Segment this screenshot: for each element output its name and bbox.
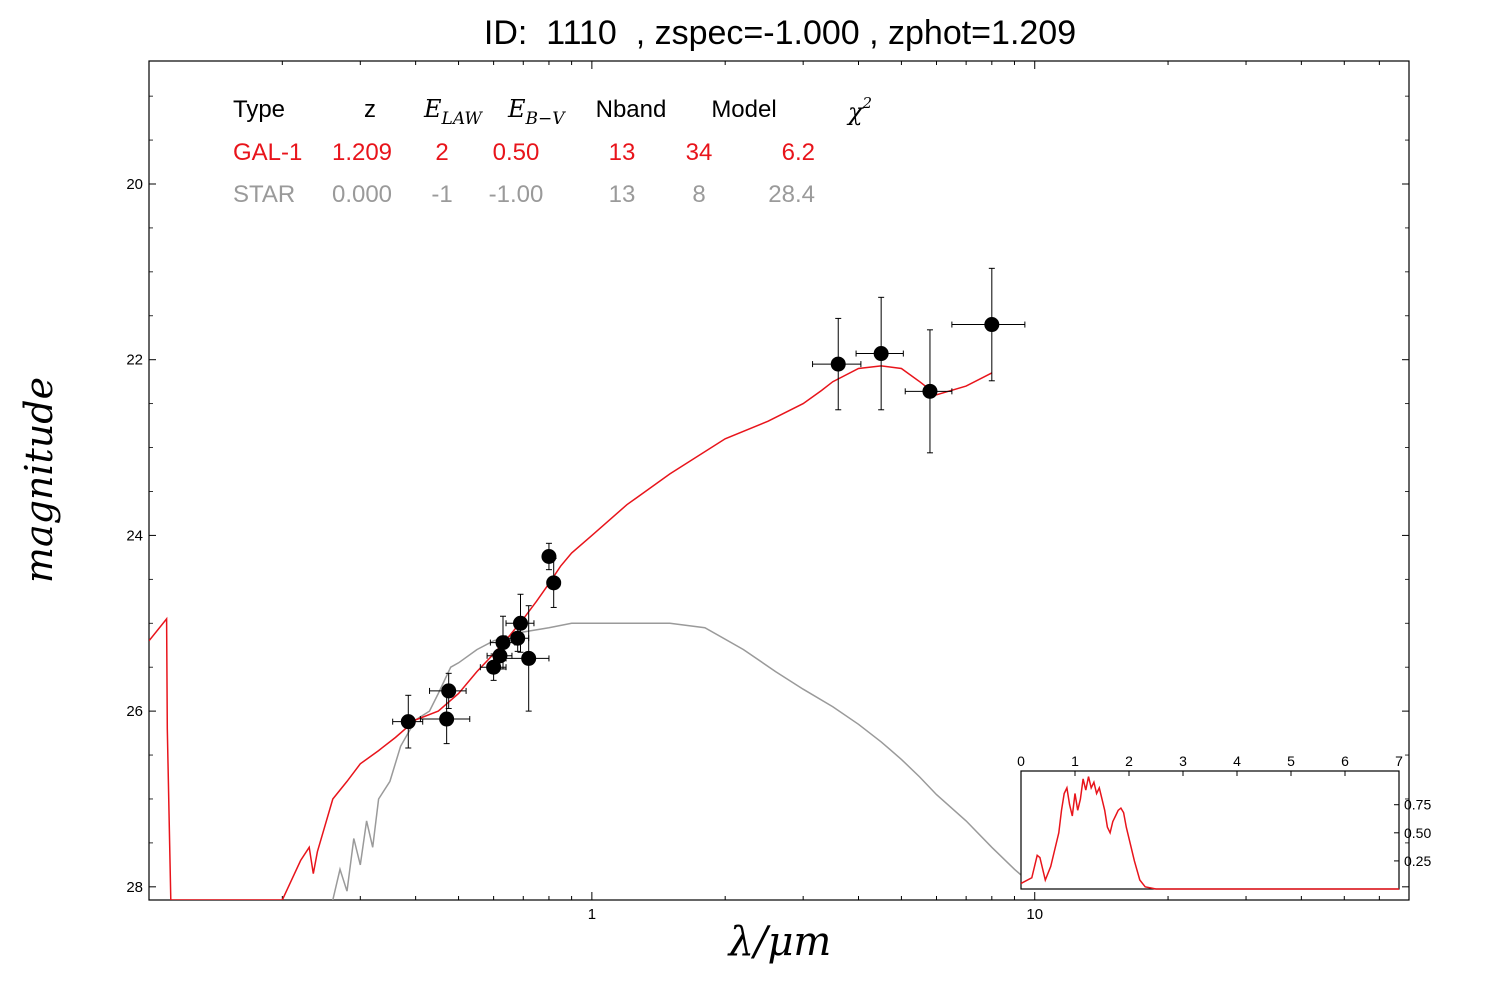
inset-y-tick-label: 0.50	[1404, 825, 1431, 841]
data-point	[392, 694, 424, 749]
inset-curve	[1020, 776, 1399, 890]
data-point-marker	[495, 635, 511, 651]
data-point	[541, 542, 557, 571]
data-point-marker	[546, 575, 562, 591]
y-tick-label: 26	[126, 703, 143, 720]
y-tick-label: 20	[126, 176, 143, 193]
x-axis-label: λ/μm	[727, 919, 832, 965]
legend-cell-elaw: -1	[431, 181, 452, 208]
data-point-marker	[873, 346, 889, 362]
inset-x-tick-label: 0	[1017, 753, 1025, 769]
data-point	[505, 605, 550, 712]
legend-header-ebv: EB−V	[507, 95, 566, 129]
legend-header-elaw: ELAW	[423, 95, 483, 129]
legend-cell-ebv: -1.00	[489, 181, 544, 208]
inset-x-tick-label: 3	[1179, 753, 1187, 769]
legend-cell-elaw: 2	[435, 139, 448, 166]
inset-x-tick-label: 1	[1071, 753, 1079, 769]
inset-y-tick-label: 0.25	[1404, 853, 1431, 869]
data-point-marker	[510, 630, 526, 646]
data-point	[419, 693, 471, 745]
series-line-star	[332, 622, 1036, 900]
data-point	[904, 329, 953, 454]
data-point-marker	[541, 548, 557, 564]
chart-title: ID: 1110 , zspec=-1.000 , zphot=1.209	[483, 14, 1077, 52]
data-point	[489, 615, 516, 670]
inset-frame	[1020, 770, 1400, 890]
data-point	[855, 296, 904, 411]
inset-y-tick-label: 0.75	[1404, 797, 1431, 813]
y-tick-label: 22	[126, 352, 143, 369]
data-point-marker	[521, 650, 537, 666]
fit-legend: Type z ELAW EB−V Nband Model χ2 GAL-1 1.2…	[233, 94, 872, 208]
data-point	[505, 593, 535, 653]
legend-rows: GAL-1 1.209 2 0.50 13 34 6.2 STAR 0.000 -1 -1.00 13…	[233, 139, 815, 208]
legend-header-type: Type	[233, 96, 285, 123]
inset-x-tick-label: 4	[1233, 753, 1241, 769]
inset-pdf-line	[1020, 776, 1399, 890]
model-curves	[149, 365, 1036, 900]
x-tick-label: 1	[588, 906, 596, 923]
data-point-marker	[400, 714, 416, 730]
inset-x-tick-label: 2	[1125, 753, 1133, 769]
legend-cell-type: STAR	[233, 181, 295, 208]
data-point-marker	[984, 317, 1000, 333]
data-point	[951, 267, 1026, 382]
inset-x-tick-label: 5	[1287, 753, 1295, 769]
legend-cell-nband: 13	[609, 139, 636, 166]
legend-cell-z: 1.209	[332, 139, 392, 166]
data-point-marker	[486, 659, 502, 675]
data-point	[812, 317, 862, 411]
data-point-marker	[441, 683, 457, 699]
data-point-marker	[492, 648, 508, 664]
legend-header-chi2: χ2	[846, 94, 872, 126]
inset-axis-ticks: 0 1 2 3 4 5 6 7 0.25 0.50 0.75	[1017, 753, 1431, 869]
legend-cell-chi2: 28.4	[768, 181, 815, 208]
data-point	[479, 653, 507, 681]
data-point-marker	[439, 711, 455, 727]
legend-header-z: z	[364, 96, 376, 123]
data-point	[546, 557, 562, 608]
legend-cell-model: 8	[692, 181, 705, 208]
inset-x-tick-label: 7	[1395, 753, 1403, 769]
legend-cell-model: 34	[686, 139, 713, 166]
legend-cell-ebv: 0.50	[493, 139, 540, 166]
y-axis-label: magnitude	[17, 377, 61, 583]
photometry-points	[392, 267, 1026, 749]
data-point-marker	[512, 615, 528, 631]
inset-x-tick-label: 6	[1341, 753, 1349, 769]
plot-frame	[148, 60, 1410, 901]
legend-cell-type: GAL-1	[233, 139, 302, 166]
y-tick-label: 28	[126, 879, 143, 896]
data-point-marker	[830, 356, 846, 372]
legend-header-model: Model	[711, 96, 776, 123]
data-point	[486, 642, 513, 670]
legend-cell-chi2: 6.2	[782, 139, 815, 166]
x-tick-label: 10	[1026, 906, 1043, 923]
y-tick-label: 24	[126, 527, 143, 544]
legend-header-nband: Nband	[596, 96, 667, 123]
legend-cell-nband: 13	[609, 181, 636, 208]
inset-chart: 0 1 2 3 4 5 6 7 0.25 0.50 0.75	[1017, 753, 1431, 890]
legend-cell-z: 0.000	[332, 181, 392, 208]
series-line-gal-1	[149, 365, 993, 900]
data-point-marker	[922, 383, 938, 399]
